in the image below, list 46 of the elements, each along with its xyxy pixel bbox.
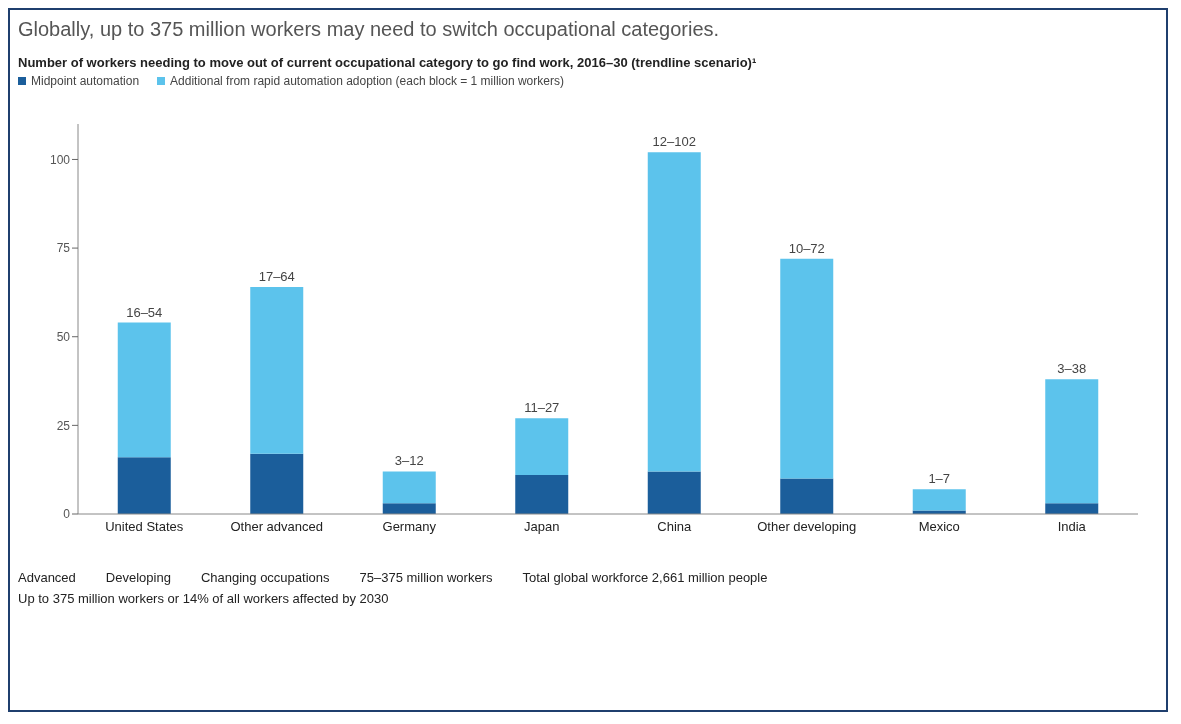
- bar: [117, 322, 171, 458]
- y-tick-label: 25: [56, 418, 71, 433]
- bar: [250, 453, 304, 514]
- x-tick-label: United States: [105, 519, 184, 535]
- data-label: 12–102: [652, 134, 696, 150]
- data-label: 10–72: [788, 240, 825, 256]
- data-label: 3–12: [394, 453, 424, 469]
- bar: [382, 503, 436, 514]
- y-tick-label: 50: [56, 329, 71, 344]
- x-tick-label: Germany: [382, 519, 437, 535]
- x-tick-label: Other advanced: [230, 519, 324, 535]
- text: Total global workforce 2,661 million people: [522, 570, 768, 585]
- legend-label: Additional from rapid automation adoption (each block = 1 million workers): [169, 74, 564, 88]
- x-tick-label: Mexico: [918, 519, 960, 535]
- data-label: 17–64: [258, 269, 295, 285]
- text: Developing: [105, 570, 171, 585]
- chart-subtitle: Number of workers needing to move out of current occupational category to go find work, 2016–30 (trendline scenario)¹: [18, 55, 758, 70]
- text: Changing occupations: [200, 570, 330, 585]
- x-tick-label: Other developing: [757, 519, 857, 535]
- text: Up to 375 million workers or 14% of all workers affected by 2030: [18, 591, 389, 606]
- y-tick-label: 100: [49, 152, 71, 167]
- y-tick-label: 0: [63, 507, 71, 522]
- bar: [382, 471, 436, 504]
- bar: [647, 471, 701, 514]
- bar: [1045, 379, 1099, 504]
- bar: [250, 287, 304, 454]
- text: 75–375 million workers: [359, 570, 493, 585]
- bar: [780, 478, 834, 514]
- data-label: 1–7: [928, 471, 951, 487]
- bar: [1045, 503, 1099, 514]
- y-tick-label: 75: [56, 241, 71, 256]
- x-tick-label: China: [657, 519, 692, 535]
- bar: [647, 152, 701, 472]
- chart-title: Globally, up to 375 million workers may need to switch occupational categories.: [18, 18, 721, 41]
- bar: [117, 457, 171, 514]
- bar: [780, 258, 834, 479]
- data-label: 11–27: [524, 400, 560, 416]
- data-label: 16–54: [126, 304, 163, 320]
- x-tick-label: India: [1057, 519, 1087, 535]
- legend-label: Midpoint automation: [30, 74, 140, 88]
- bar: [515, 418, 569, 475]
- bar: [912, 489, 966, 511]
- x-tick-label: Japan: [524, 519, 560, 535]
- text: Advanced: [18, 570, 76, 585]
- bar: [515, 475, 569, 514]
- data-label: 3–38: [1057, 361, 1087, 377]
